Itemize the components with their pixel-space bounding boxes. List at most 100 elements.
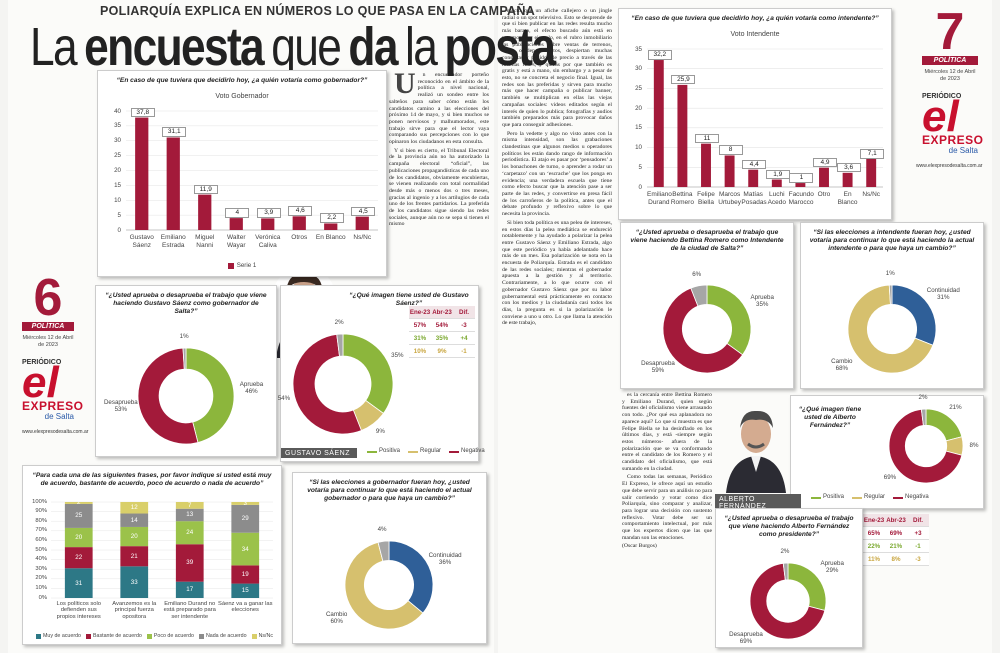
data-label: 11,9 <box>193 184 218 195</box>
data-label: 31 <box>75 579 83 587</box>
paragraph: Como todas las semanas, Periódico El Exp… <box>622 474 712 541</box>
headline-word: que <box>271 17 342 77</box>
legend: Serie 1 <box>98 262 386 269</box>
x-tick-label: Ns/Nc <box>353 234 372 241</box>
page-panel: 7 POLÍTICA Miércoles 12 de Abril de 2023… <box>916 6 983 169</box>
table-cell: 22% <box>867 542 881 550</box>
chart-title: “¿Usted aprueba o desaprueba el trabajo … <box>105 292 267 315</box>
data-label: 13 <box>186 511 194 519</box>
slice-value: 53% <box>114 406 127 414</box>
donut-slice <box>920 408 927 426</box>
legend: Positiva Regular Negativa <box>803 494 929 501</box>
x-tick-label: Gustavo Sáenz <box>129 234 154 249</box>
paragraph: Un encuestador porteño reconocido en el … <box>389 72 489 146</box>
bar-segment <box>64 503 93 528</box>
chart-title: “¿Qué imagen tiene usted de Gustavo Sáen… <box>349 292 469 307</box>
data-label: 7 <box>188 501 192 509</box>
slice-label: 8% <box>952 442 996 449</box>
table-cell: 65% <box>867 529 881 537</box>
slice-value: 4% <box>377 526 387 534</box>
bar-segment <box>175 581 204 598</box>
bar-segment <box>64 527 93 548</box>
slice-category: Continuidad <box>428 551 462 559</box>
legend-label: Positiva <box>823 494 845 500</box>
chart-panel: “Si las elecciones a intendente fueran h… <box>800 222 984 389</box>
legend-label: Positiva <box>379 448 401 454</box>
logo-top: PERIÓDICO <box>22 359 62 366</box>
y-tick-label: 15 <box>114 181 121 189</box>
chart <box>292 333 394 435</box>
bar-segment <box>231 502 260 505</box>
y-tick-label: 90% <box>35 508 47 515</box>
logo-sub: de Salta <box>948 146 978 155</box>
section: POLÍTICA <box>22 322 74 331</box>
bar-segment <box>64 547 93 569</box>
table-cell: 9% <box>437 347 447 355</box>
legend: Muy de acuerdo Bastante de acuerdo Poco de… <box>27 633 277 640</box>
table-cell: 69% <box>889 529 903 537</box>
slice-value: 68% <box>835 365 849 373</box>
table-cell: -3 <box>461 321 467 329</box>
data-table: Ene-23 Abr-23 Dif. 65% 69% +3 22% 21% -1 11% 8% -3 <box>863 514 929 566</box>
x-tick-label: Verónica Caliva <box>255 234 281 249</box>
y-tick-label: 10 <box>114 196 121 204</box>
data-label: 1,9 <box>765 169 790 179</box>
slice-value: 2% <box>780 548 790 556</box>
data-label: 12 <box>130 504 138 512</box>
data-label: 8 <box>718 145 743 155</box>
slice-value: 35% <box>756 300 769 308</box>
data-label: 4,6 <box>288 206 313 216</box>
chart <box>847 284 937 374</box>
data-label: 15 <box>241 587 249 595</box>
donut-slice <box>342 333 394 414</box>
donut-slice <box>336 333 344 357</box>
slice-value: 69% <box>883 473 897 481</box>
slice-value: 9% <box>375 428 385 436</box>
url: www.elexpresodesalta.com.ar <box>916 163 983 169</box>
chart <box>344 540 434 630</box>
data-label: 31,1 <box>162 127 187 137</box>
logo-main: el <box>22 358 59 407</box>
slice-category: Cambio <box>325 611 348 619</box>
y-tick-label: 20 <box>114 167 121 174</box>
mustache <box>747 442 765 449</box>
bar-segment <box>120 546 149 567</box>
table-cell: Dif. <box>459 308 469 316</box>
logo-sub: de Salta <box>44 412 74 421</box>
paragraph: es la cercanía entre Bettina Romero y Em… <box>622 392 712 472</box>
data-label: 17 <box>186 586 194 594</box>
slice-label: 69% <box>868 474 912 481</box>
bar-segment <box>120 502 149 514</box>
bar <box>795 183 806 187</box>
hair <box>740 410 773 428</box>
article-column: es la cercanía entre Bettina Romero y Em… <box>622 392 712 646</box>
legend-swatch <box>408 450 419 453</box>
legend-label: Regular <box>864 494 886 500</box>
date: Miércoles 12 de Abril de 2023 <box>924 69 976 82</box>
y-tick-label: 35 <box>114 122 121 130</box>
date: Miércoles 12 de Abril de 2023 <box>22 335 74 348</box>
slice-label: 2% <box>317 319 361 326</box>
slice-category: Cambio <box>831 358 853 366</box>
chart <box>888 408 964 484</box>
chart-subtitle: Voto Gobernador <box>215 93 269 100</box>
legend-label: Serie 1 <box>236 262 257 269</box>
donut-slice <box>847 284 934 374</box>
y-tick-label: 0% <box>38 594 47 601</box>
author: (Oscar Burgos) <box>622 543 657 550</box>
legend-swatch <box>893 496 904 499</box>
y-tick-label: 30 <box>635 65 642 73</box>
legend-label: Negativa <box>461 448 485 454</box>
x-tick-label: Sáenz va a ganar las elecciones <box>218 601 273 614</box>
slice-value: 35% <box>391 352 404 360</box>
donut-slice <box>344 541 424 630</box>
paragraph: Si bien toda política es una pelea de in… <box>502 219 612 327</box>
data-label: 2 <box>77 499 81 507</box>
legend-swatch <box>85 634 91 639</box>
table-row: Ene-23 Abr-23 Dif. <box>409 306 475 319</box>
slice-label: Desaprueba 69% <box>724 631 768 645</box>
y-tick-label: 25 <box>635 84 642 92</box>
section: POLÍTICA <box>922 56 978 65</box>
table-row: 31% 35% +4 <box>409 332 475 345</box>
bar <box>261 218 275 230</box>
